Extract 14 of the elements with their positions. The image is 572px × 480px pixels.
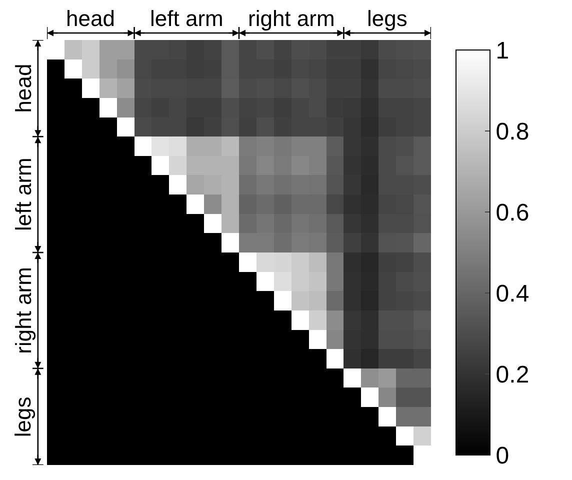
color-bar-label: 1: [496, 37, 510, 64]
color-bar-label: 0.8: [496, 118, 530, 146]
text: left arm: [150, 6, 224, 31]
color-bar-label: 0.2: [496, 361, 530, 388]
color-bar-label: 0.4: [496, 280, 530, 308]
text: head: [11, 64, 36, 113]
text: legs: [367, 6, 408, 31]
text: legs: [10, 396, 36, 438]
color-bar-label: 0: [496, 442, 510, 470]
text: right arm: [248, 6, 335, 31]
text: left arm: [10, 158, 36, 231]
color-bar-label: 0.6: [496, 199, 530, 226]
text: head: [66, 6, 115, 31]
text: right arm: [10, 267, 36, 354]
